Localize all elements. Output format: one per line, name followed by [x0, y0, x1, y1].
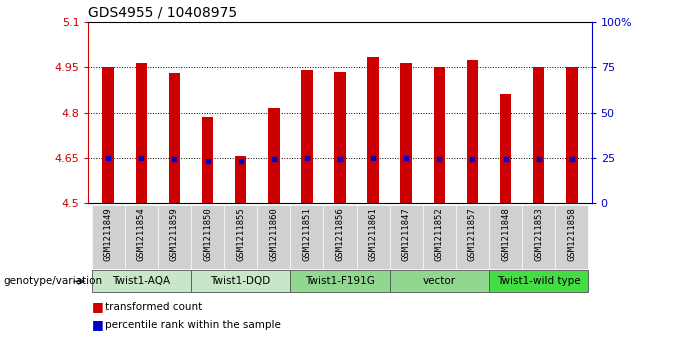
Text: GSM1211854: GSM1211854 [137, 207, 146, 261]
Bar [533, 67, 545, 203]
Text: vector: vector [423, 276, 456, 286]
Text: Twist1-F191G: Twist1-F191G [305, 276, 375, 286]
Text: GDS4955 / 10408975: GDS4955 / 10408975 [88, 5, 237, 19]
Text: GSM1211858: GSM1211858 [567, 207, 576, 261]
Text: GSM1211853: GSM1211853 [534, 207, 543, 261]
Bar [135, 63, 147, 203]
Bar [169, 73, 180, 203]
Text: GSM1211860: GSM1211860 [269, 207, 278, 261]
Text: GSM1211856: GSM1211856 [335, 207, 345, 261]
Bar [268, 108, 279, 203]
Text: Twist1-wild type: Twist1-wild type [497, 276, 581, 286]
Text: ■: ■ [92, 318, 103, 331]
Text: GSM1211849: GSM1211849 [104, 207, 113, 261]
Text: genotype/variation: genotype/variation [3, 276, 103, 286]
Bar [566, 67, 577, 203]
Text: ■: ■ [92, 300, 103, 313]
Bar [434, 67, 445, 203]
Text: GSM1211851: GSM1211851 [303, 207, 311, 261]
Bar [103, 67, 114, 203]
Bar [334, 72, 346, 203]
Text: GSM1211857: GSM1211857 [468, 207, 477, 261]
Text: GSM1211855: GSM1211855 [236, 207, 245, 261]
Text: Twist1-AQA: Twist1-AQA [112, 276, 171, 286]
Bar [500, 94, 511, 203]
Text: GSM1211847: GSM1211847 [402, 207, 411, 261]
Text: Twist1-DQD: Twist1-DQD [211, 276, 271, 286]
Bar [202, 117, 214, 203]
Bar [301, 70, 313, 203]
Bar [235, 156, 246, 203]
Text: GSM1211848: GSM1211848 [501, 207, 510, 261]
Text: GSM1211850: GSM1211850 [203, 207, 212, 261]
Text: GSM1211859: GSM1211859 [170, 207, 179, 261]
Text: GSM1211852: GSM1211852 [435, 207, 444, 261]
Bar [401, 63, 412, 203]
Bar [367, 57, 379, 203]
Bar [466, 60, 478, 203]
Text: transformed count: transformed count [105, 302, 203, 312]
Text: percentile rank within the sample: percentile rank within the sample [105, 320, 282, 330]
Text: GSM1211861: GSM1211861 [369, 207, 377, 261]
